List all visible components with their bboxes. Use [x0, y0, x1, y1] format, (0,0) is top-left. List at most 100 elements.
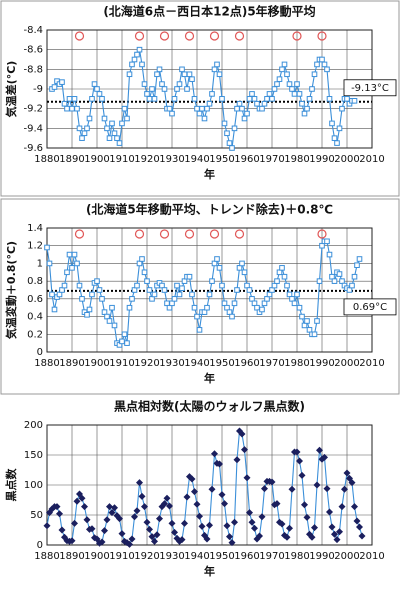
- data-point: [216, 71, 223, 78]
- data-point: [114, 135, 120, 141]
- data-point: [159, 81, 165, 87]
- data-point: [296, 91, 303, 97]
- data-point: [124, 115, 130, 122]
- data-point: [351, 98, 358, 104]
- data-point: [66, 251, 73, 258]
- data-point: [119, 338, 125, 345]
- x-tick-label: 1980: [284, 358, 309, 369]
- data-point: [168, 519, 176, 527]
- data-point: [296, 457, 303, 465]
- data-point: [99, 296, 105, 302]
- data-point: [76, 125, 83, 132]
- data-point: [56, 510, 63, 518]
- data-point: [179, 66, 185, 73]
- x-tick-label: 2000: [334, 154, 359, 165]
- data-point: [94, 86, 100, 92]
- chart-title: (北海道6点－西日本12点)5年移動平均: [103, 4, 315, 19]
- y-tick-label: 0: [37, 540, 43, 551]
- data-point: [244, 282, 250, 289]
- data-point: [94, 278, 100, 284]
- data-point: [266, 291, 273, 298]
- highlight-circle: [159, 31, 170, 41]
- data-point: [198, 522, 206, 530]
- data-point: [141, 503, 148, 511]
- x-tick-label: 1930: [159, 551, 184, 562]
- x-tick-label: 1900: [84, 154, 109, 165]
- data-point: [298, 471, 306, 479]
- data-point: [206, 291, 213, 298]
- data-point: [268, 478, 276, 486]
- data-point: [201, 309, 208, 315]
- data-point: [226, 533, 233, 541]
- data-point: [186, 71, 193, 78]
- data-point: [106, 135, 113, 141]
- data-point: [189, 291, 195, 298]
- data-point: [166, 105, 173, 112]
- x-tick-label: 1950: [209, 551, 234, 562]
- data-point: [339, 278, 345, 284]
- data-point: [278, 520, 286, 528]
- data-point: [81, 503, 88, 511]
- data-point: [121, 105, 128, 112]
- data-point: [264, 96, 270, 102]
- data-point: [224, 304, 230, 311]
- data-point: [161, 86, 168, 92]
- reference-label: -9.13°C: [351, 83, 389, 94]
- data-point: [338, 503, 346, 511]
- data-point: [259, 306, 265, 313]
- y-axis-label: 気温変動＋0.8(°C): [4, 241, 18, 339]
- data-point: [106, 318, 113, 324]
- data-point: [259, 105, 265, 112]
- x-tick-label: 1950: [209, 154, 234, 165]
- data-point: [166, 304, 173, 311]
- data-point: [159, 282, 165, 289]
- x-axis-label: 年: [204, 371, 215, 385]
- x-tick-label: 1900: [84, 551, 109, 562]
- highlight-circle: [74, 31, 85, 41]
- x-tick-label: 1920: [134, 358, 159, 369]
- data-point: [254, 100, 260, 107]
- data-point: [244, 110, 250, 117]
- reference-label: 0.69°C: [353, 302, 387, 313]
- data-point: [209, 91, 215, 97]
- data-point: [196, 110, 203, 117]
- data-point: [279, 265, 285, 271]
- data-point: [229, 145, 235, 151]
- data-point: [44, 244, 50, 251]
- data-point: [214, 256, 220, 262]
- data-point: [89, 291, 95, 298]
- data-point: [246, 509, 253, 517]
- reference-label-box: [343, 298, 397, 316]
- data-point: [326, 251, 333, 258]
- data-point: [151, 96, 158, 102]
- y-tick-label: 150: [24, 450, 43, 461]
- reference-label-box: [343, 79, 397, 97]
- data-point: [144, 278, 150, 284]
- data-point: [66, 96, 73, 102]
- data-point: [199, 105, 205, 112]
- data-point: [289, 86, 295, 92]
- y-tick-label: 200: [24, 420, 43, 431]
- data-point: [251, 300, 258, 307]
- data-point: [221, 120, 228, 127]
- data-point: [79, 135, 85, 141]
- data-point: [206, 521, 213, 529]
- data-point: [181, 519, 188, 527]
- x-tick-label: 1900: [84, 358, 109, 369]
- data-point: [261, 100, 268, 107]
- data-point: [286, 291, 293, 298]
- y-tick-label: -9.2: [23, 104, 43, 115]
- data-point: [201, 115, 208, 122]
- data-point: [211, 66, 218, 73]
- data-point: [156, 515, 163, 523]
- x-tick-label: 1940: [184, 358, 209, 369]
- data-point: [344, 96, 350, 102]
- data-point: [319, 56, 325, 63]
- data-point: [196, 512, 203, 520]
- data-point: [329, 120, 335, 127]
- data-point: [309, 86, 315, 92]
- data-point: [226, 140, 233, 146]
- data-point: [91, 81, 98, 87]
